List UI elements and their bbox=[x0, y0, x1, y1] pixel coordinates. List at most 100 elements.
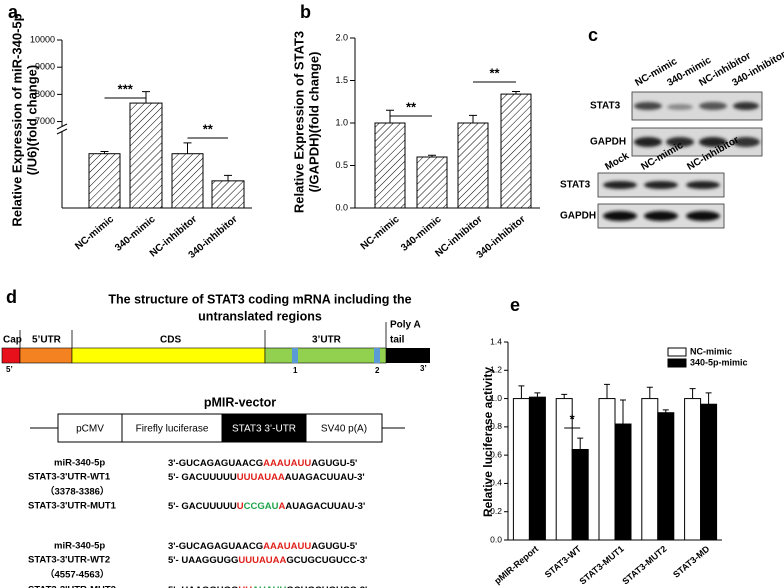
site bbox=[374, 348, 380, 363]
bar bbox=[457, 122, 489, 209]
sequence: 5'- GACUUUUUUUUAUAAAUAGACUUAU-3' bbox=[168, 472, 365, 483]
bar bbox=[374, 122, 406, 209]
y-tick-label: 2.0 bbox=[335, 32, 348, 42]
seq-part: AAAUAUU bbox=[263, 541, 311, 552]
error-bar bbox=[662, 409, 669, 413]
region-label: tail bbox=[390, 335, 405, 346]
diagram-title: untranslated regions bbox=[198, 309, 322, 323]
error-bar bbox=[561, 393, 568, 399]
error-bar bbox=[534, 392, 541, 398]
region-label: Cap bbox=[3, 335, 22, 346]
y-tick-label: 0.5 bbox=[335, 160, 348, 170]
region-label: Poly A bbox=[390, 320, 421, 331]
vector-part bbox=[121, 413, 223, 443]
significance-label: ** bbox=[406, 99, 417, 114]
seq-name: STAT3-3'UTR-MUT2 bbox=[28, 585, 116, 588]
error-bar bbox=[705, 392, 712, 405]
y-tick-label: 0.0 bbox=[335, 202, 348, 212]
band bbox=[686, 211, 720, 221]
diagram-title: The structure of STAT3 coding mRNA inclu… bbox=[108, 292, 411, 306]
alignments: miR-340-5p 3'-GUCAGAGUAACGAAAUAUUAGUGU-5'… bbox=[28, 458, 367, 588]
seq-part: AAAUAUU bbox=[263, 458, 311, 469]
panel-label: c bbox=[588, 25, 598, 45]
seq-part: 5'- GACUUUUU bbox=[168, 501, 237, 512]
y-tick-label: 0.4 bbox=[490, 478, 502, 488]
y-axis-title: Relative Expression of miR-340-5p bbox=[9, 13, 24, 226]
y-tick-label: 1.2 bbox=[490, 365, 502, 375]
seq-part: GCUGCUGUCC-3' bbox=[286, 585, 367, 588]
seq-part: 3'-GUCAGAGUAACG bbox=[168, 541, 263, 552]
error-bar bbox=[469, 114, 477, 123]
y-tick-label: 7000 bbox=[35, 116, 55, 126]
bar bbox=[684, 398, 702, 541]
error-bar bbox=[620, 399, 626, 425]
seq-part: AUAGACUUAU-3' bbox=[285, 472, 365, 483]
bar bbox=[598, 398, 616, 541]
site-label: 1 bbox=[293, 366, 298, 375]
vector-part bbox=[57, 413, 123, 443]
seq-part: AGUGU-5' bbox=[311, 458, 357, 469]
x-tick-label: STAT3-MD bbox=[671, 543, 712, 579]
region-label: 3’UTR bbox=[312, 335, 342, 346]
seq-part: UU bbox=[238, 585, 252, 588]
bands bbox=[634, 102, 760, 147]
sequence: 3'-GUCAGAGUAACGAAAUAUUAGUGU-5' bbox=[168, 541, 357, 552]
seq-part: U bbox=[237, 501, 244, 512]
seq-name: （4557-4563） bbox=[45, 569, 109, 581]
site-label: 2 bbox=[375, 366, 380, 375]
region-label: 5’UTR bbox=[32, 335, 62, 346]
panel-label: d bbox=[6, 287, 17, 307]
x-tick-label: NC-mimic bbox=[73, 214, 116, 253]
region-label: CDS bbox=[160, 335, 181, 346]
x-tick-label: NC-mimic bbox=[359, 214, 402, 253]
seq-part: A bbox=[278, 501, 285, 512]
band bbox=[732, 137, 760, 147]
axis-break bbox=[56, 123, 68, 130]
seq-part: GCUGCUGUCC-3' bbox=[286, 555, 367, 566]
row-label: GAPDH bbox=[590, 137, 626, 148]
row-label: STAT3 bbox=[560, 180, 591, 191]
error-bar bbox=[577, 437, 584, 450]
vector-title: pMIR-vector bbox=[204, 395, 276, 409]
utr5 bbox=[19, 347, 73, 364]
band bbox=[699, 137, 727, 147]
error-bar bbox=[646, 386, 653, 399]
x-tick-label: STAT3-MUT2 bbox=[620, 544, 668, 587]
error-bar bbox=[142, 91, 150, 104]
bar bbox=[88, 153, 121, 209]
sequence: 5'- GACUUUUUUCCGAUAAUAGACUUAU-3' bbox=[168, 501, 365, 512]
significance-label: ** bbox=[203, 121, 214, 136]
y-tick-label: 1.4 bbox=[490, 336, 502, 346]
band bbox=[603, 211, 637, 221]
panel-label: a bbox=[8, 2, 19, 22]
legend-label: NC-mimic bbox=[690, 346, 732, 356]
row-label: STAT3 bbox=[590, 101, 621, 112]
vector-part bbox=[221, 413, 307, 443]
y-axis-title: (/GAPDH)(fold change) bbox=[306, 52, 321, 193]
seq-name: （3378-3386） bbox=[45, 486, 109, 498]
bar bbox=[500, 93, 532, 209]
band bbox=[667, 104, 693, 110]
y-tick-label: 0.0 bbox=[490, 534, 502, 544]
band bbox=[644, 181, 678, 189]
vector-part bbox=[305, 413, 383, 443]
seq-part: AUAGACUUAU-3' bbox=[285, 501, 365, 512]
band bbox=[699, 102, 727, 110]
panel-label: e bbox=[510, 295, 520, 315]
y-tick-label: 1.0 bbox=[335, 117, 348, 127]
y-axis-title: (/U6)(fold change) bbox=[24, 65, 39, 176]
bar bbox=[571, 448, 589, 541]
band bbox=[634, 102, 662, 110]
y-axis-title: Relative luciferase activity bbox=[481, 367, 495, 517]
bands bbox=[603, 181, 720, 221]
vector-label: Firefly luciferase bbox=[136, 424, 209, 435]
end-label: 3’ bbox=[420, 364, 427, 373]
poly-a bbox=[386, 348, 430, 363]
error-bar bbox=[100, 151, 109, 154]
y-tick-label: 0.8 bbox=[490, 421, 502, 431]
panel-label: b bbox=[300, 2, 311, 22]
bar bbox=[211, 180, 245, 209]
legend-swatch bbox=[667, 358, 687, 368]
